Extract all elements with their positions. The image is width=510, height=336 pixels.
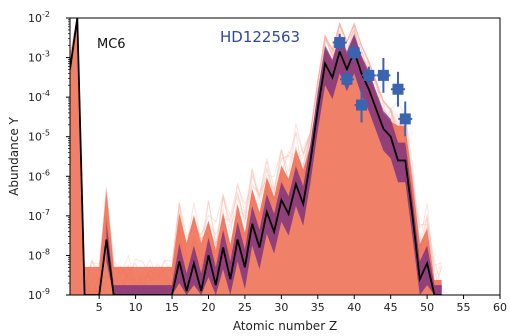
x-axis-label: Atomic number Z — [233, 319, 337, 333]
x-tick-label: 55 — [457, 301, 471, 314]
model-label: MC6 — [97, 37, 126, 52]
observed-point — [377, 69, 389, 81]
y-tick-label: 10-6 — [28, 168, 50, 183]
median-band — [106, 33, 442, 295]
observed-point — [399, 113, 411, 125]
x-tick-label: 20 — [201, 301, 215, 314]
observed-points — [332, 33, 413, 137]
plot-frame — [69, 17, 501, 296]
y-tick-label: 10-4 — [28, 89, 50, 104]
y-tick-label: 10-9 — [28, 287, 50, 302]
observed-point — [334, 37, 346, 49]
median-abundance-line — [70, 18, 442, 295]
y-axis-ticks: 10-9 10-8 10-7 10-6 10-5 10-4 10-3 10-2 — [28, 10, 70, 302]
x-tick-label: 50 — [420, 301, 434, 314]
x-tick-label: 35 — [311, 301, 325, 314]
x-tick-label: 40 — [347, 301, 361, 314]
y-axis-label: Abundance Y — [7, 116, 21, 195]
y-tick-label: 10-7 — [28, 208, 50, 223]
y-tick-label: 10-3 — [28, 50, 50, 65]
x-tick-label: 15 — [165, 301, 179, 314]
y-tick-label: 10-5 — [28, 129, 50, 144]
x-tick-label: 25 — [238, 301, 252, 314]
x-tick-label: 5 — [96, 301, 103, 314]
observed-point — [348, 47, 360, 59]
x-axis-ticks: 5 10 15 20 25 30 35 40 45 50 55 60 — [96, 295, 507, 314]
observed-point — [356, 99, 368, 111]
y-tick-label: 10-2 — [28, 10, 50, 25]
observed-point — [341, 73, 353, 85]
x-tick-label: 60 — [493, 301, 507, 314]
observed-point — [392, 83, 404, 95]
y-tick-label: 10-8 — [28, 247, 50, 262]
x-tick-label: 10 — [129, 301, 143, 314]
star-label: HD122563 — [220, 28, 300, 46]
x-tick-label: 45 — [384, 301, 398, 314]
observed-point — [363, 69, 375, 81]
x-tick-label: 30 — [274, 301, 288, 314]
model-ensemble-envelope — [70, 18, 442, 295]
